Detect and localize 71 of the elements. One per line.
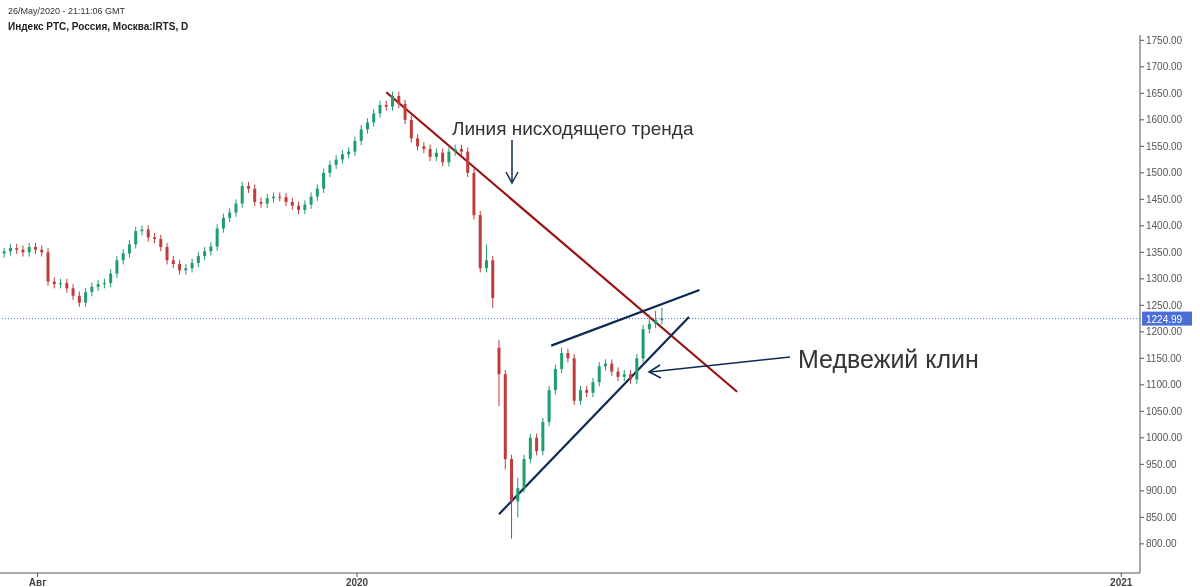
y-tick-label: 1000.00 [1146, 432, 1183, 444]
x-tick-label: 2020 [345, 577, 369, 587]
candlestick [309, 191, 313, 210]
chart-title: Индекс РТС, Россия, Москва:IRTS, D [8, 21, 189, 32]
candlestick [535, 433, 539, 456]
candlestick [253, 183, 257, 207]
candlestick [391, 91, 395, 112]
candlestick [597, 361, 601, 387]
y-tick-label: 900.00 [1146, 485, 1178, 497]
candlestick [516, 477, 520, 518]
candlestick [90, 282, 94, 297]
y-tick-label: 1600.00 [1146, 114, 1183, 126]
chart-subtitle: 26/May/2020 - 21:11:06 GMT [8, 6, 125, 16]
candlestick [284, 192, 288, 207]
candlestick [109, 268, 113, 288]
annotation: Линия нисходящего тренда [452, 118, 694, 140]
candlestick [403, 99, 407, 125]
annotation: Медвежий клин [798, 345, 979, 374]
candlestick [259, 197, 263, 209]
candlestick [215, 223, 219, 252]
y-tick-label: 950.00 [1146, 458, 1178, 470]
candlestick [409, 115, 413, 144]
y-tick-label: 1200.00 [1146, 326, 1183, 338]
candlestick [378, 100, 382, 119]
candlestick [647, 313, 651, 334]
candlestick [84, 287, 88, 308]
ref-line-label: 1224.99 [1146, 313, 1183, 325]
candlestick [578, 385, 582, 406]
candlestick [234, 198, 238, 218]
candlestick [115, 255, 119, 279]
x-tick-label: 2021 [1110, 577, 1133, 587]
candlestick [353, 136, 357, 157]
y-tick-label: 1750.00 [1146, 34, 1183, 46]
candlestick [328, 160, 332, 178]
candlestick [165, 242, 169, 266]
candlestick [322, 168, 326, 194]
candlestick [190, 258, 194, 273]
y-tick-label: 850.00 [1146, 511, 1178, 523]
candlestick [240, 181, 244, 209]
y-tick-label: 800.00 [1146, 538, 1178, 550]
candlestick [466, 146, 470, 178]
y-tick-label: 1450.00 [1146, 193, 1183, 205]
candlestick [616, 366, 620, 382]
y-tick-label: 1650.00 [1146, 87, 1183, 99]
y-tick-label: 1400.00 [1146, 220, 1183, 232]
candlestick [209, 241, 213, 256]
candlestick [553, 364, 557, 395]
x-tick-label: Авг [28, 577, 47, 587]
candlestick [96, 279, 100, 292]
candlestick [591, 377, 595, 398]
y-tick-label: 1250.00 [1146, 299, 1183, 311]
y-tick-label: 1150.00 [1146, 352, 1182, 364]
y-tick-label: 1300.00 [1146, 273, 1183, 285]
candlestick [635, 353, 639, 385]
candlestick [221, 213, 225, 234]
candlestick [359, 124, 363, 146]
candlestick [528, 433, 532, 464]
candlestick [484, 243, 488, 273]
candlestick [71, 283, 75, 301]
candlestick [428, 144, 432, 162]
y-tick-label: 1550.00 [1146, 140, 1183, 152]
y-tick-label: 1350.00 [1146, 246, 1183, 258]
candlestick [134, 226, 138, 250]
candlestick [447, 146, 451, 167]
candlestick [560, 347, 564, 374]
y-tick-label: 1500.00 [1146, 167, 1183, 179]
y-tick-label: 1700.00 [1146, 61, 1183, 73]
y-tick-label: 1050.00 [1146, 405, 1183, 417]
candlestick [566, 348, 570, 364]
y-tick-label: 1100.00 [1146, 379, 1182, 391]
candlestick [441, 147, 445, 167]
